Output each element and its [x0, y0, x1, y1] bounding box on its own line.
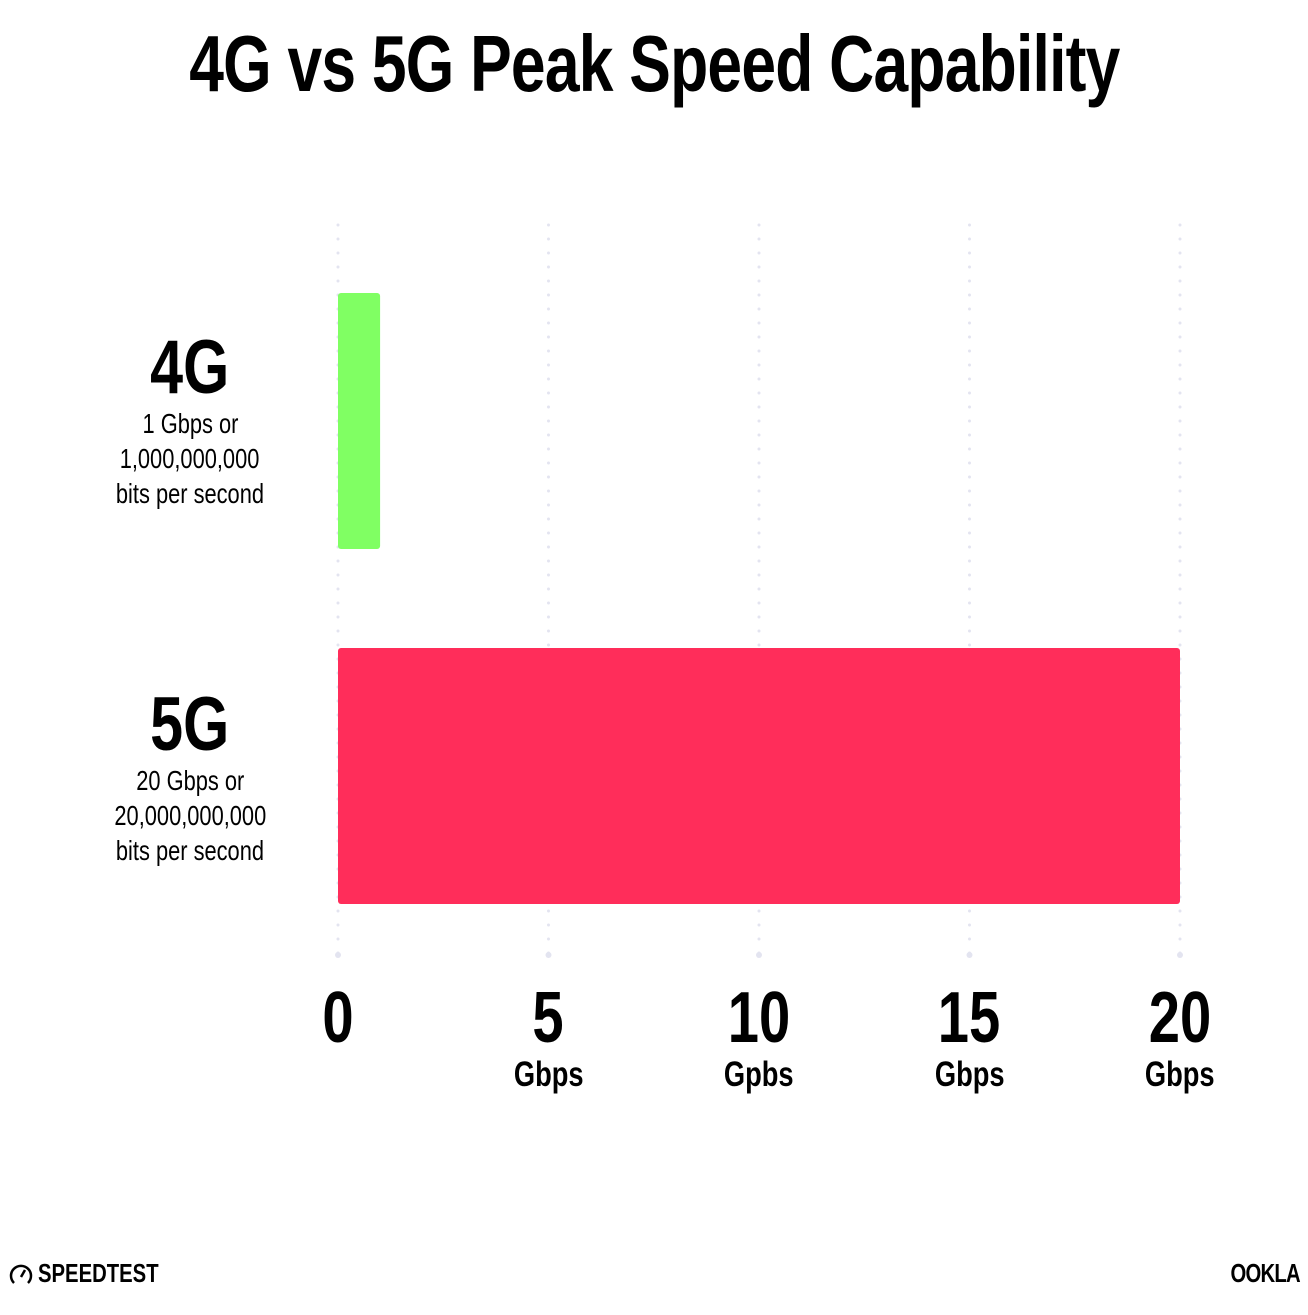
bar-4g	[338, 293, 381, 549]
tick-unit: Gbps	[1145, 1055, 1215, 1094]
category-label-5g: 5G 20 Gbps or 20,000,000,000 bits per se…	[114, 682, 266, 867]
speedtest-logo: SPEEDTEST	[8, 1258, 193, 1289]
x-tick-label: 15 Gbps	[890, 980, 1050, 1094]
speedometer-icon	[9, 1264, 33, 1284]
tick-value: 20	[1148, 978, 1212, 1058]
x-tick-label: 5 Gbps	[469, 980, 629, 1094]
ookla-logo: OOKLA	[1230, 1258, 1301, 1288]
x-tick-label: 0	[258, 980, 418, 1094]
tick-unit: Gbps	[513, 1055, 584, 1094]
grid-end-dot	[966, 952, 973, 958]
tick-value: 10	[727, 978, 791, 1058]
grid-end-dot	[1177, 952, 1183, 958]
grid-end-dot	[335, 952, 341, 958]
tick-unit: Gbps	[934, 1055, 1005, 1094]
x-tick-label: 10 Gpbs	[679, 980, 839, 1094]
tick-value: 0	[322, 978, 354, 1058]
chart-title: 4G vs 5G Peak Speed Capability	[188, 19, 1120, 108]
x-tick-label: 20 Gbps	[1100, 980, 1260, 1094]
bar-5g	[338, 648, 1180, 904]
grid-end-dot	[756, 952, 762, 958]
tick-value: 15	[938, 978, 1001, 1058]
grid-end-dot	[545, 952, 552, 958]
tick-unit: Gpbs	[724, 1055, 794, 1094]
category-label-4g: 4G 1 Gbps or 1,000,000,000 bits per seco…	[115, 325, 265, 510]
tick-value: 5	[532, 978, 565, 1058]
